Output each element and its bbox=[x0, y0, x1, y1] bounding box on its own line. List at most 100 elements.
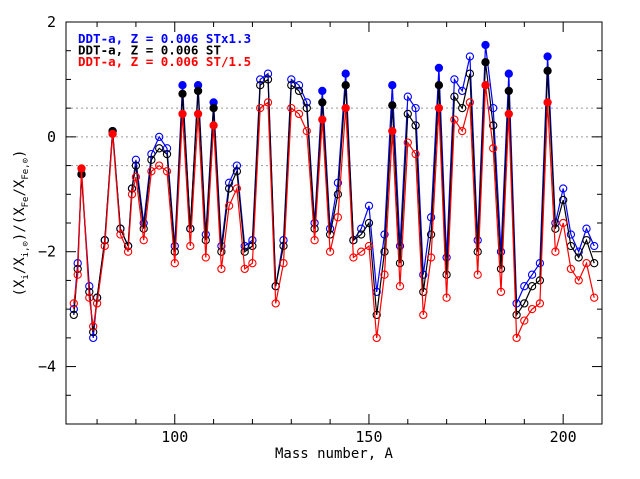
data-point bbox=[162, 167, 172, 176]
data-point bbox=[559, 195, 568, 205]
data-point bbox=[89, 327, 98, 337]
data-point bbox=[380, 247, 389, 256]
data-point bbox=[224, 178, 234, 187]
data-point bbox=[465, 98, 475, 107]
data-point bbox=[566, 230, 576, 239]
series-1 bbox=[69, 58, 599, 337]
data-point bbox=[73, 270, 82, 279]
data-point bbox=[481, 81, 490, 90]
data-point bbox=[465, 69, 475, 78]
data-point bbox=[403, 138, 412, 147]
data-point bbox=[582, 259, 591, 268]
data-point bbox=[193, 109, 203, 119]
y-label-part: (X bbox=[12, 279, 28, 296]
data-point bbox=[318, 86, 327, 96]
y-tick-label: −4 bbox=[38, 358, 56, 376]
data-point bbox=[473, 247, 482, 256]
data-point bbox=[559, 184, 568, 193]
data-point bbox=[473, 270, 482, 279]
data-point bbox=[271, 299, 280, 308]
data-point bbox=[426, 213, 436, 222]
legend: DDT-a, Z = 0.006 STx1.3 DDT-a, Z = 0.006 … bbox=[78, 31, 251, 69]
data-point bbox=[263, 75, 273, 84]
data-point bbox=[349, 236, 358, 245]
data-point bbox=[582, 236, 591, 245]
data-point bbox=[527, 270, 537, 279]
data-point bbox=[232, 167, 242, 176]
data-point bbox=[325, 230, 335, 239]
data-point bbox=[380, 230, 389, 239]
data-point bbox=[426, 230, 436, 239]
x-axis-label: Mass number, A bbox=[275, 446, 394, 462]
data-point bbox=[69, 310, 78, 320]
data-point bbox=[178, 81, 187, 90]
data-point bbox=[434, 81, 444, 90]
data-point bbox=[450, 115, 459, 124]
data-point bbox=[147, 167, 156, 176]
data-point bbox=[294, 86, 304, 96]
data-point bbox=[559, 218, 568, 228]
data-point bbox=[458, 103, 467, 113]
data-point bbox=[403, 92, 412, 101]
data-point bbox=[318, 98, 327, 107]
data-point bbox=[465, 52, 475, 61]
data-point bbox=[170, 259, 179, 268]
data-point bbox=[341, 81, 350, 90]
series-line-1 bbox=[73, 62, 595, 333]
data-point bbox=[287, 103, 296, 113]
y-label-part: ) bbox=[12, 150, 28, 158]
data-point bbox=[481, 40, 490, 50]
data-point bbox=[574, 253, 583, 262]
data-point bbox=[139, 236, 148, 245]
data-point bbox=[403, 109, 412, 119]
data-point bbox=[380, 270, 389, 279]
data-point bbox=[411, 103, 420, 113]
data-point bbox=[232, 161, 242, 170]
y-tick-label: 2 bbox=[47, 13, 56, 31]
data-point bbox=[201, 253, 210, 262]
data-point bbox=[287, 75, 296, 84]
data-point bbox=[318, 115, 327, 124]
data-point bbox=[193, 86, 203, 96]
data-point bbox=[566, 241, 576, 251]
legend-entry-0: DDT-a, Z = 0.006 STx1.3 bbox=[78, 31, 251, 46]
data-point bbox=[123, 247, 133, 256]
data-point bbox=[388, 126, 397, 136]
data-point bbox=[248, 259, 257, 268]
data-point bbox=[256, 103, 265, 113]
data-point bbox=[574, 276, 583, 285]
data-point bbox=[92, 299, 102, 308]
y-tick-label: 0 bbox=[47, 128, 56, 146]
data-point bbox=[162, 144, 172, 153]
data-point bbox=[535, 299, 545, 308]
data-point bbox=[224, 184, 234, 193]
data-point bbox=[590, 241, 599, 251]
axis-ticks: 100 150 200 −4 −2 0 2 bbox=[38, 13, 603, 446]
data-point bbox=[217, 247, 226, 256]
data-point bbox=[434, 63, 444, 73]
data-point bbox=[551, 224, 560, 233]
data-point bbox=[364, 241, 374, 251]
data-point bbox=[209, 103, 218, 113]
data-point bbox=[162, 149, 172, 159]
y-label-part: )/(X bbox=[12, 207, 28, 241]
series-2 bbox=[69, 81, 599, 343]
data-point bbox=[535, 276, 545, 285]
data-point bbox=[543, 98, 552, 107]
data-point bbox=[504, 109, 513, 119]
y-label-part: /X bbox=[12, 257, 28, 274]
data-point bbox=[520, 299, 529, 308]
data-point bbox=[489, 121, 498, 130]
data-point bbox=[224, 201, 234, 210]
data-point bbox=[77, 164, 86, 173]
data-point bbox=[442, 270, 451, 279]
data-point bbox=[256, 81, 265, 90]
data-point bbox=[395, 282, 405, 291]
data-point bbox=[434, 103, 444, 113]
data-point bbox=[372, 310, 381, 320]
legend-entry-2: DDT-a, Z = 0.006 ST/1.5 bbox=[78, 54, 251, 69]
data-point bbox=[178, 109, 187, 119]
data-point bbox=[155, 161, 164, 170]
series-layer bbox=[69, 40, 599, 343]
data-point bbox=[357, 247, 366, 256]
